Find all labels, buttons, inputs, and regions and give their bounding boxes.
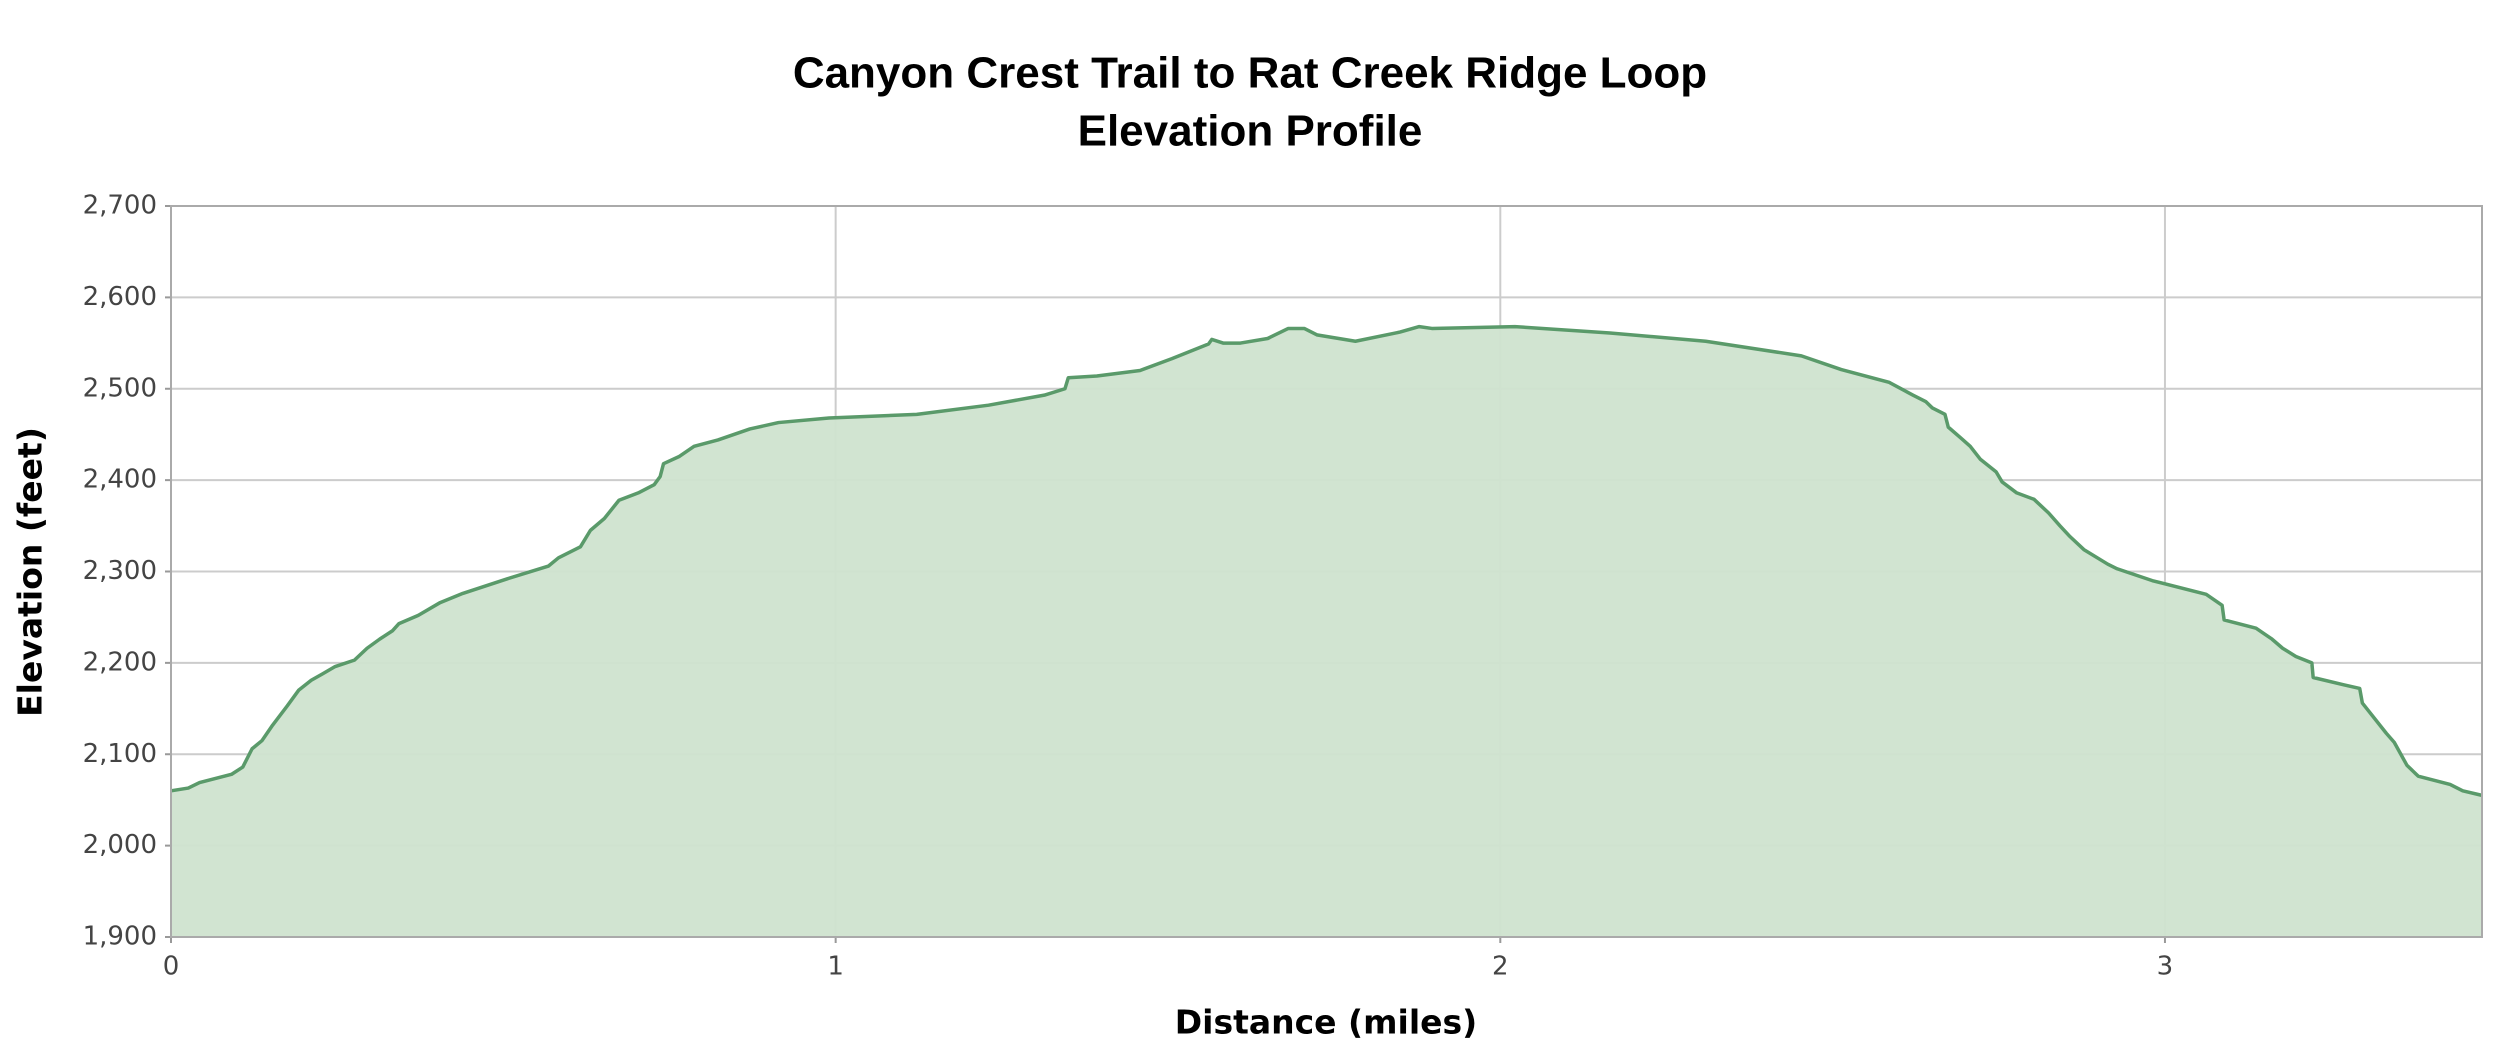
area-line: [170, 324, 2483, 798]
y-tick-label: 2,100: [83, 739, 157, 769]
chart-title: Canyon Crest Trail to Rat Creek Ridge Lo…: [793, 49, 1707, 98]
y-axis-label: Elevation (feet): [11, 427, 50, 717]
area-fill: [171, 326, 2482, 937]
chart-subtitle: Elevation Profile: [1078, 107, 1423, 156]
x-tick-label: 0: [163, 952, 180, 982]
x-tick-label: 3: [2157, 952, 2174, 982]
y-tick-label: 1,900: [83, 922, 157, 952]
y-tick-label: 2,000: [83, 830, 157, 860]
y-tick-label: 2,500: [83, 373, 157, 403]
x-axis-label: Distance (miles): [1175, 1003, 1478, 1042]
x-tick-label: 1: [827, 952, 844, 982]
y-tick-label: 2,400: [83, 465, 157, 495]
x-tick-label: 2: [1492, 952, 1509, 982]
y-tick-label: 2,200: [83, 647, 157, 677]
plot-frame: [170, 205, 2483, 938]
y-tick-label: 2,300: [83, 556, 157, 586]
y-tick-label: 2,700: [83, 191, 157, 221]
y-tick-label: 2,600: [83, 282, 157, 312]
